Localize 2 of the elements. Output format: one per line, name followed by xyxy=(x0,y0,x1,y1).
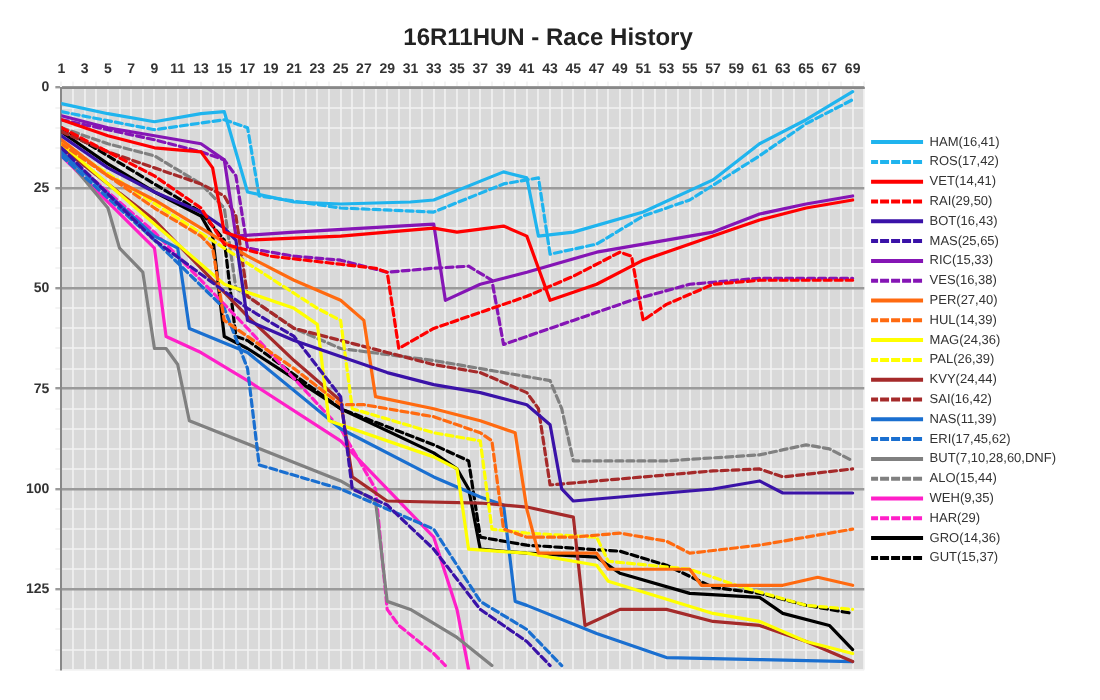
line-series xyxy=(61,98,855,256)
chart-title: 16R11HUN - Race History xyxy=(403,23,694,52)
